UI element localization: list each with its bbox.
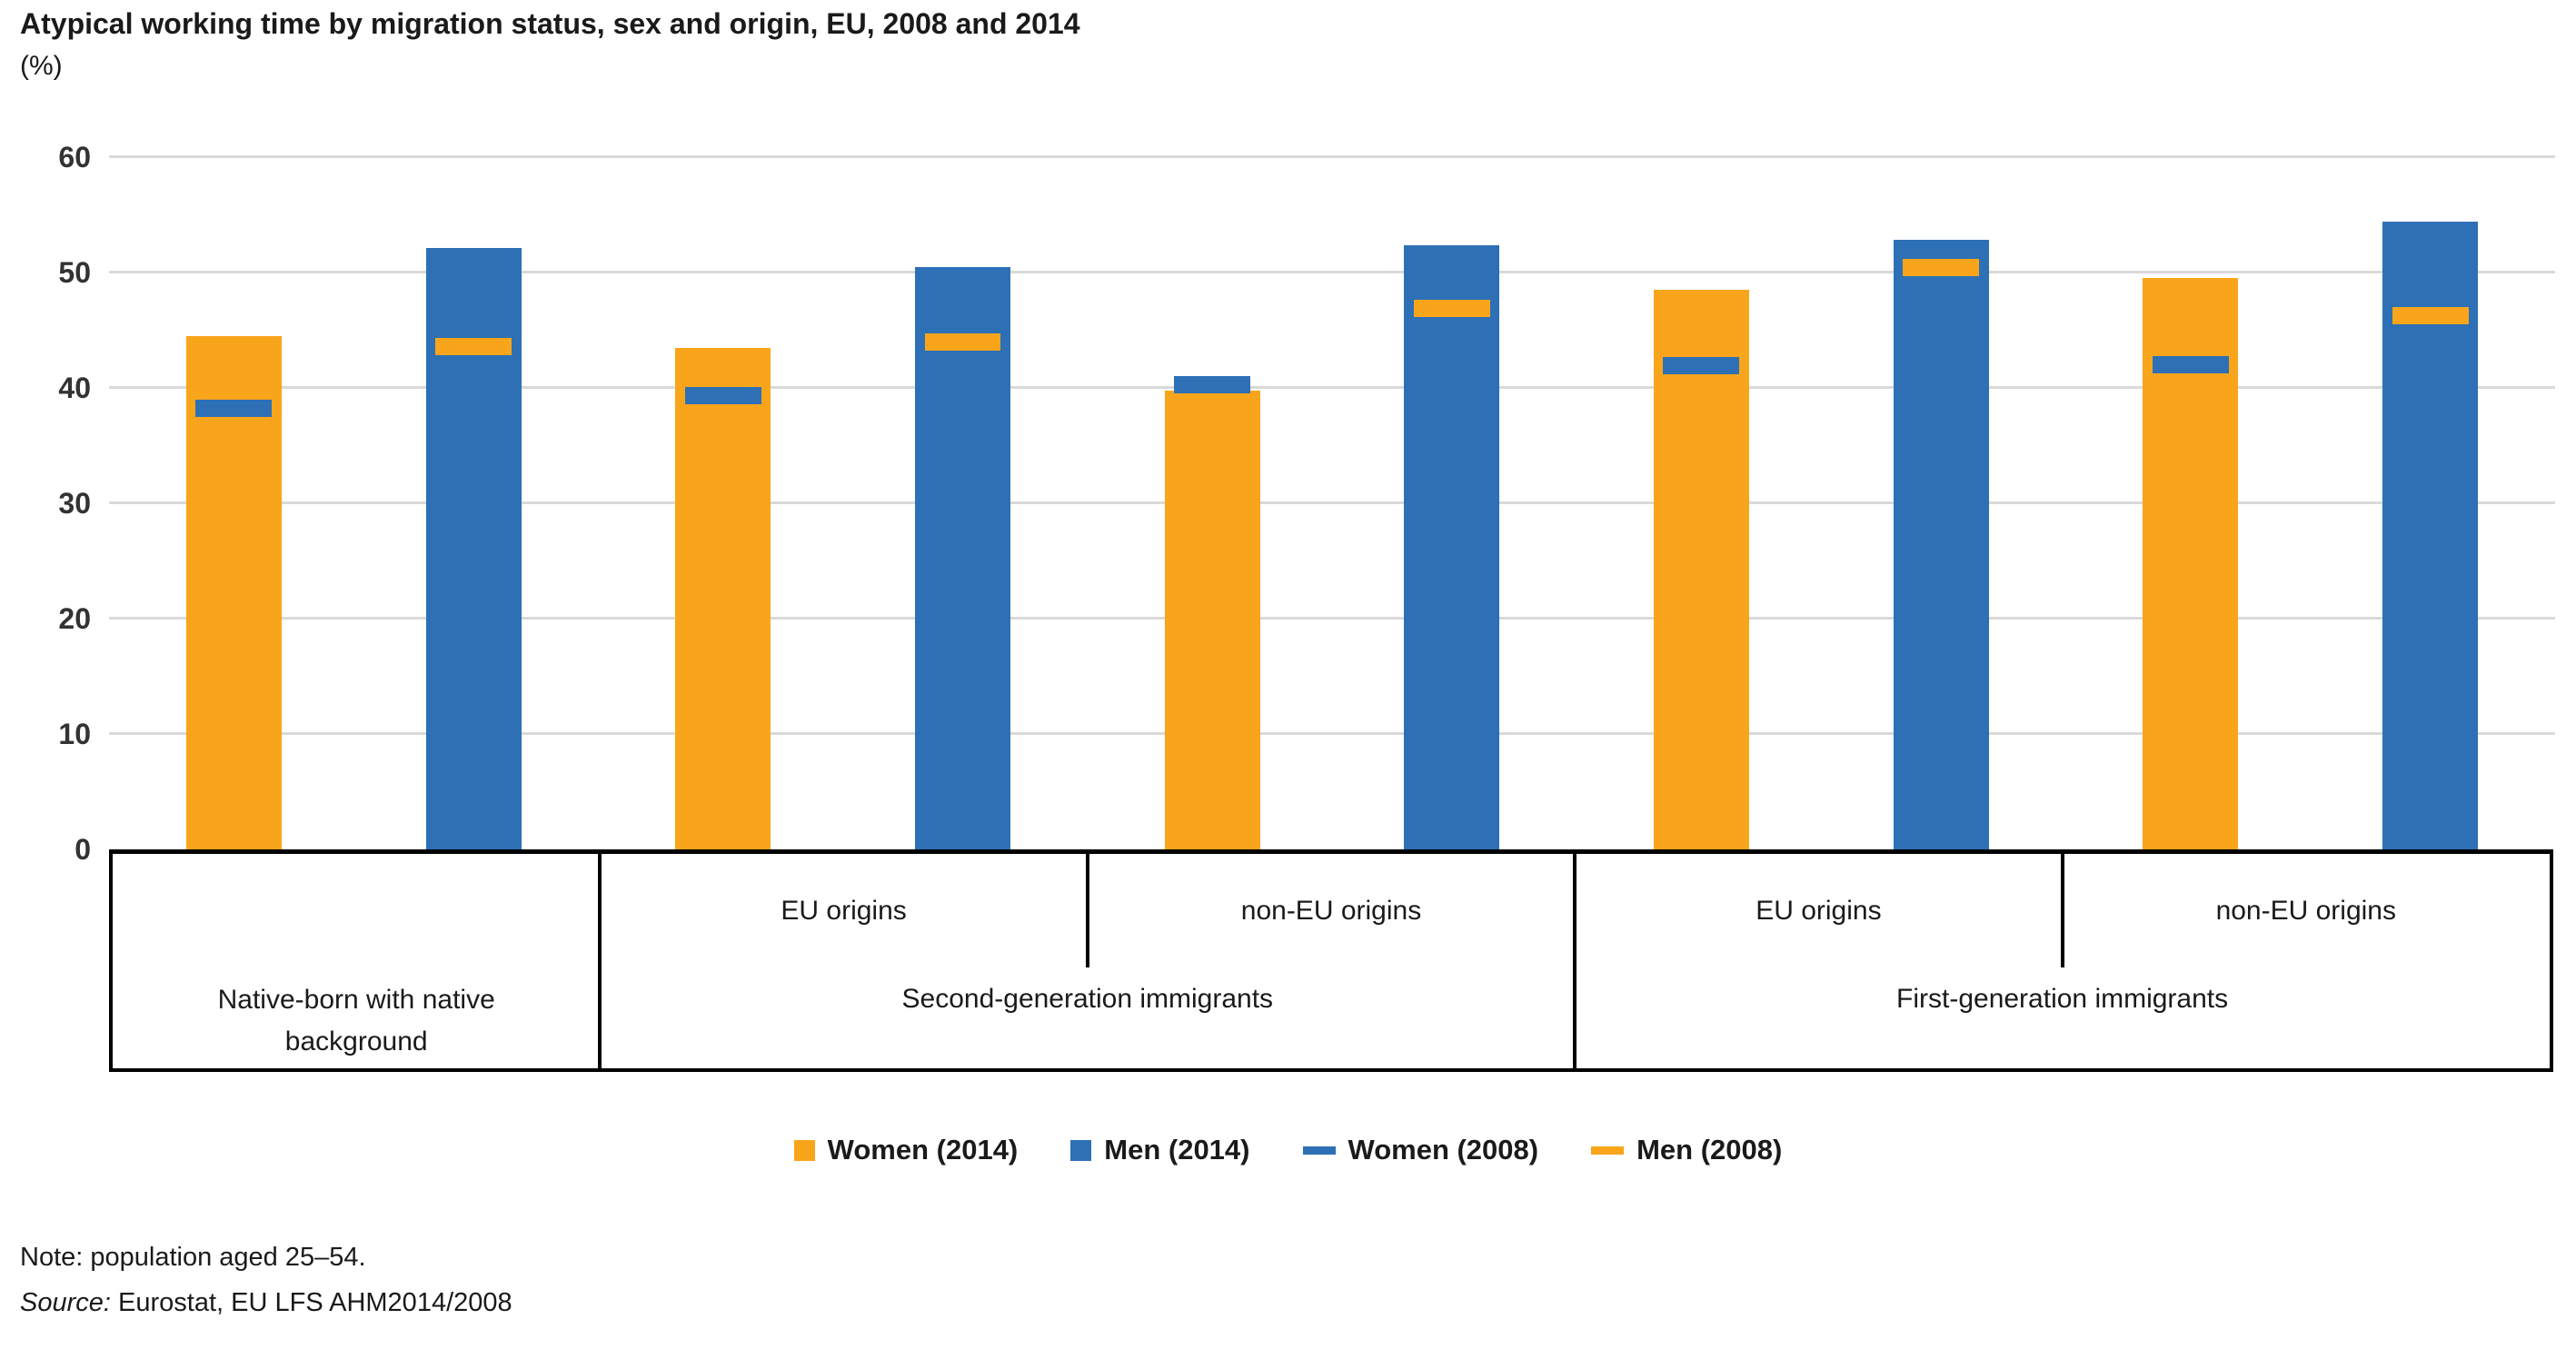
gridline-50 xyxy=(109,271,2555,273)
dash-men-2008-group4 xyxy=(1903,259,1980,277)
category-table: EU origins non-EU origins EU origins non… xyxy=(109,849,2553,1072)
dash-men-2008-group5 xyxy=(2392,306,2469,324)
chart-source: Source: Eurostat, EU LFS AHM2014/2008 xyxy=(20,1288,512,1318)
category-divider-short xyxy=(1085,854,1089,967)
y-tick-label-40: 40 xyxy=(58,372,91,404)
y-tick-label-50: 50 xyxy=(58,256,91,289)
origin-label-firstgen-noneu: non-EU origins xyxy=(2215,895,2396,926)
legend-item-women-2008: Women (2008) xyxy=(1302,1134,1539,1166)
dash-men-2008-group1 xyxy=(435,337,512,355)
origin-label-firstgen-eu: EU origins xyxy=(1755,895,1882,926)
y-tick-label-10: 10 xyxy=(58,718,91,750)
gridline-10 xyxy=(109,732,2555,736)
legend-item-men-2014: Men (2014) xyxy=(1070,1134,1250,1166)
gridline-30 xyxy=(109,501,2555,504)
y-tick-label-30: 30 xyxy=(58,487,91,520)
dash-women-2008-group2 xyxy=(684,387,761,405)
bar-women-2014-group3 xyxy=(1164,390,1260,849)
source-text: Eurostat, EU LFS AHM2014/2008 xyxy=(118,1288,512,1317)
legend-item-men-2008: Men (2008) xyxy=(1591,1134,1782,1166)
bar-men-2014-group3 xyxy=(1404,244,1500,849)
bar-women-2014-group5 xyxy=(2143,278,2239,849)
bar-women-2014-group4 xyxy=(1653,290,1749,849)
dash-men-2008-group2 xyxy=(924,332,1001,351)
origin-label-secondgen-noneu: non-EU origins xyxy=(1240,895,1422,926)
group-label-native-born-line1: Native-born with native xyxy=(217,985,495,1015)
y-axis: 0 10 20 30 40 50 60 xyxy=(9,143,91,864)
y-tick-label-60: 60 xyxy=(58,141,91,174)
bar-men-2014-group2 xyxy=(915,266,1010,849)
men-2014-square-icon xyxy=(1070,1139,1092,1161)
origin-label-secondgen-eu: EU origins xyxy=(781,895,907,926)
plot-area xyxy=(109,155,2555,849)
y-tick-label-20: 20 xyxy=(58,602,91,635)
dash-women-2008-group3 xyxy=(1174,375,1251,393)
legend-label: Men (2014) xyxy=(1104,1134,1250,1165)
dash-women-2008-group1 xyxy=(195,400,273,418)
gridline-40 xyxy=(109,386,2555,390)
group-label-second-generation: Second-generation immigrants xyxy=(901,984,1274,1014)
group-label-first-generation: First-generation immigrants xyxy=(1896,984,2229,1014)
y-tick-label-0: 0 xyxy=(75,833,91,866)
legend-label: Women (2008) xyxy=(1348,1134,1539,1165)
gridline-20 xyxy=(109,617,2555,620)
bar-women-2014-group2 xyxy=(675,347,771,849)
group-label-native-born: Native-born with native background xyxy=(113,979,600,1063)
group-label-native-born-line2: background xyxy=(284,1027,428,1056)
men-2008-dash-icon xyxy=(1591,1146,1625,1155)
source-prefix: Source: xyxy=(20,1288,111,1317)
chart-unit-label: (%) xyxy=(20,51,63,81)
category-divider-full xyxy=(1573,854,1577,1068)
category-divider-full xyxy=(598,854,602,1068)
chart-note: Note: population aged 25–54. xyxy=(20,1243,366,1272)
women-2014-square-icon xyxy=(793,1139,815,1161)
legend-item-women-2014: Women (2014) xyxy=(793,1134,1019,1166)
bar-men-2014-group5 xyxy=(2382,222,2479,849)
dash-men-2008-group3 xyxy=(1413,299,1490,317)
legend-label: Women (2014) xyxy=(827,1134,1019,1165)
dash-women-2008-group5 xyxy=(2152,356,2229,374)
legend-label: Men (2008) xyxy=(1636,1134,1783,1165)
bar-women-2014-group1 xyxy=(185,335,282,849)
dash-women-2008-group4 xyxy=(1663,357,1740,375)
bar-men-2014-group4 xyxy=(1893,240,1989,849)
category-divider-short xyxy=(2060,854,2064,967)
women-2008-dash-icon xyxy=(1302,1146,1336,1155)
gridline-60 xyxy=(109,155,2555,158)
legend: Women (2014) Men (2014) Women (2008) Men… xyxy=(0,1125,2576,1175)
chart-title: Atypical working time by migration statu… xyxy=(20,7,1080,40)
